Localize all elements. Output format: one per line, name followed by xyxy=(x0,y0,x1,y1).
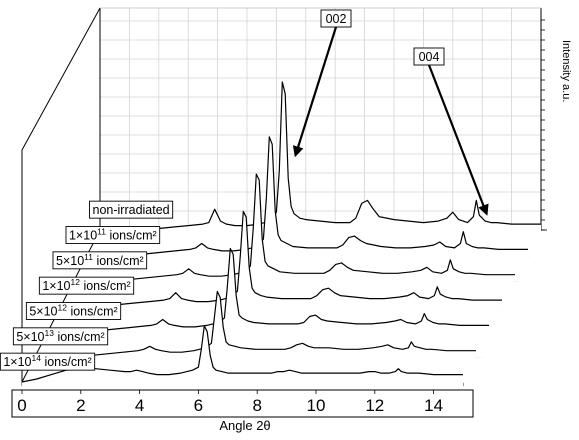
grid-layer xyxy=(99,8,542,231)
series-label-box xyxy=(52,251,148,270)
x-tick-label: 12 xyxy=(365,396,384,415)
series-mask xyxy=(22,325,463,408)
y-axis-title: Intensity a.u. xyxy=(560,40,572,102)
series-label-box xyxy=(25,302,122,320)
axis-layer: 0 2 4 6 8 10 12 14 Angle 2θ Intensity a.u. xyxy=(11,40,572,433)
series-label-part: ions/cm² xyxy=(67,304,118,318)
series-label-part: ions/cm² xyxy=(80,279,131,293)
series-line xyxy=(99,81,541,231)
series-label-exponent: 12 xyxy=(71,277,81,287)
x-tick-label: 2 xyxy=(76,396,85,415)
series-label-text: 5×1011 ions/cm² xyxy=(56,252,144,268)
series-line xyxy=(60,210,502,307)
peak-annotation: 002 xyxy=(292,9,352,158)
series-label-text: 5×1012 ions/cm² xyxy=(29,302,117,318)
series-label: 5×1011 ions/cm² xyxy=(52,251,148,270)
series-mask xyxy=(48,248,489,358)
series-label-exponent: 13 xyxy=(45,328,55,338)
series-label-box xyxy=(89,200,174,219)
series-label-part: ions/cm² xyxy=(93,254,144,268)
series-label-part: 1×10 xyxy=(69,228,97,242)
series-label-exponent: 11 xyxy=(97,226,106,236)
peak-annotation-label: 004 xyxy=(419,50,440,64)
series-mask xyxy=(100,82,541,256)
series-mask xyxy=(35,291,476,383)
series-label-text: 1×1011 ions/cm² xyxy=(69,226,157,242)
x-tick-label: 0 xyxy=(17,396,26,415)
series-mask xyxy=(74,174,515,307)
series-label-text: 5×1013 ions/cm² xyxy=(16,328,104,344)
x-tick-layer: 0 2 4 6 8 10 12 14 xyxy=(17,390,443,415)
series-line xyxy=(34,290,476,358)
series-line xyxy=(86,136,528,256)
x-tick-label: 4 xyxy=(135,396,144,415)
series-line xyxy=(21,325,463,383)
series-label-exponent: 12 xyxy=(58,302,68,312)
series-label-box xyxy=(0,352,96,371)
series-label-part: 5×10 xyxy=(56,254,84,268)
series-label: 1×1014 ions/cm² xyxy=(0,352,96,371)
series-label-part: ions/cm² xyxy=(41,355,92,369)
series-label-part: ions/cm² xyxy=(106,228,157,242)
peak-annotation: 004 xyxy=(413,47,489,216)
series-label-box xyxy=(12,327,109,346)
series-label-part: 1×10 xyxy=(3,355,31,369)
series-label-part: ions/cm² xyxy=(54,330,105,344)
series-label-text: non-irradiated xyxy=(93,203,170,217)
series-label-text: 1×1014 ions/cm² xyxy=(3,353,91,369)
annot-layer: 002 004 xyxy=(292,9,489,216)
series-label-box xyxy=(65,226,161,244)
series-label-text: 1×1012 ions/cm² xyxy=(42,277,130,293)
x-axis-title: Angle 2θ xyxy=(219,418,270,433)
series-label-exponent: 14 xyxy=(32,353,42,363)
x-tick-label: 10 xyxy=(307,396,326,415)
series-line xyxy=(47,247,489,332)
series-label: 1×1012 ions/cm² xyxy=(38,276,135,295)
series-label: 5×1012 ions/cm² xyxy=(25,302,122,320)
series-label-part: non-irradiated xyxy=(93,203,170,217)
x-axis-box xyxy=(11,389,474,418)
series-label-exponent: 11 xyxy=(84,252,93,262)
series-line xyxy=(73,173,515,282)
series-label-part: 5×10 xyxy=(16,330,44,344)
x-tick-label: 14 xyxy=(424,396,443,415)
series-layer xyxy=(21,81,541,408)
series-label-box xyxy=(38,276,135,295)
x-tick-label: 8 xyxy=(252,396,261,415)
series-label: 1×1011 ions/cm² xyxy=(65,226,161,244)
series-label: non-irradiated xyxy=(89,200,174,219)
peak-annotation-arrow xyxy=(292,26,338,158)
left-top-edge xyxy=(21,7,101,151)
peak-annotation-arrow xyxy=(427,64,489,216)
series-label-part: 5×10 xyxy=(29,304,57,318)
series-label-part: 1×10 xyxy=(42,279,70,293)
x-tick-label: 6 xyxy=(194,396,203,415)
series-label: 5×1013 ions/cm² xyxy=(12,327,109,346)
series-mask xyxy=(61,211,502,332)
peak-annotation-label: 002 xyxy=(326,12,347,26)
